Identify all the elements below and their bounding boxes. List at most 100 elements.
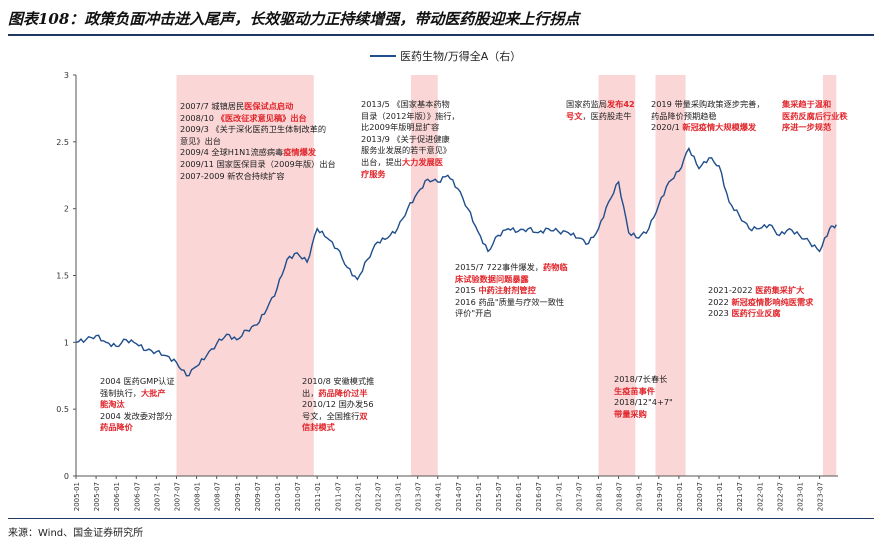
- annotation-line: 信封模式: [302, 422, 374, 434]
- y-tick-label: 0: [64, 472, 69, 481]
- annotation-highlight: 集采趋于温和: [782, 99, 832, 109]
- annotation-highlight: 医药反腐后行业秩: [782, 110, 848, 121]
- shaded-period-3: [655, 75, 686, 476]
- y-tick-label: 2.5: [56, 138, 69, 147]
- ann-2015: 2015/7 722事件爆发，药物临 床试验数据问题暴露 2015 中药注射剂管控 2…: [455, 262, 568, 320]
- annotation-highlight: 医药行业反腐: [731, 308, 781, 319]
- annotation-line: 2004 发改委对部分: [100, 411, 175, 423]
- annotation-line: 2016 药品"质量与疗效一致性: [455, 297, 568, 309]
- ann-2007-2009: 2007/7 城镇居民医保试点启动 2008/10 《医改征求意见稿》出台 2009…: [180, 101, 336, 182]
- annotation-highlight: 药物临: [542, 262, 568, 272]
- annotation-text: 2020/1: [651, 122, 683, 133]
- annotation-text: 2021-2022: [708, 285, 756, 295]
- annotation-text: 比2009年版明显扩容: [361, 122, 440, 133]
- shaded-period-2: [598, 75, 636, 476]
- y-tick-label: 2: [64, 205, 69, 214]
- annotation-line: 2013/9 《关于促进健康: [361, 134, 460, 146]
- annotation-line: 生疫苗事件: [614, 386, 673, 398]
- x-tick-label: 2011-01: [314, 482, 322, 511]
- shaded-periods: [176, 75, 837, 476]
- annotation-highlight: 药品降价: [100, 422, 133, 433]
- title-rule: [8, 34, 874, 36]
- annotation-text: ，医药股走牛: [582, 110, 632, 121]
- annotation-line: 疗服务: [361, 169, 460, 181]
- annotation-line: 2021-2022 医药集采扩大: [708, 285, 813, 297]
- annotation-text: 服务业发展的若干意见》: [361, 145, 452, 156]
- annotation-highlight: 号文: [566, 110, 583, 121]
- x-tick-label: 2010-01: [274, 482, 282, 511]
- annotation-line: 集采趋于温和: [782, 99, 848, 111]
- x-tick-label: 2005-07: [93, 482, 101, 511]
- annotation-text: 2015: [455, 285, 479, 296]
- annotation-text: 2015/7 722事件爆发，: [455, 262, 543, 272]
- annotation-text: 2013/5 《国家基本药物: [361, 99, 450, 109]
- annotation-line: 2015 中药注射剂管控: [455, 285, 568, 297]
- ann-2004: 2004 医药GMP认证 强制执行，大批产 能淘汰 2004 发改委对部分 药品降价: [100, 376, 175, 434]
- annotation-text: 出，: [302, 387, 319, 398]
- annotation-line: 药品降价预期趋稳: [651, 111, 765, 123]
- x-tick-label: 2022-01: [756, 482, 764, 511]
- x-tick-label: 2011-07: [334, 482, 342, 511]
- annotation-line: 意见》出台: [180, 136, 336, 148]
- annotation-line: 2022 新冠疫情影响纯医需求: [708, 297, 813, 309]
- annotation-line: 2015/7 722事件爆发，药物临: [455, 262, 568, 274]
- ann-2023-top: 集采趋于温和 医药反腐后行业秩 序进一步规范: [782, 99, 848, 134]
- y-tick-label: 0.5: [56, 405, 69, 414]
- x-tick-label: 2018-07: [616, 482, 624, 511]
- annotation-line: 序进一步规范: [782, 122, 848, 134]
- x-tick-label: 2022-07: [776, 482, 784, 511]
- x-tick-label: 2017-01: [555, 482, 563, 511]
- annotation-text: 2016 药品"质量与疗效一致性: [455, 296, 565, 307]
- annotation-text: 2019 带量采购政策逐步完善，: [651, 99, 765, 109]
- annotation-text: 2008/10: [180, 112, 217, 123]
- ann-2019: 2019 带量采购政策逐步完善， 药品降价预期趋稳 2020/1 新冠疫情大规模爆发: [651, 99, 765, 134]
- ann-2013: 2013/5 《国家基本药物 目录（2012年版）》施行， 比2009年版明显扩容 2…: [361, 99, 460, 180]
- annotation-highlight: 药品降价过半: [318, 387, 368, 398]
- annotation-line: 2008/10 《医改征求意见稿》出台: [180, 113, 336, 125]
- annotation-line: 能淘汰: [100, 399, 175, 411]
- annotation-highlight: 疗服务: [361, 168, 386, 179]
- annotation-line: 评价"开启: [455, 308, 568, 320]
- annotation-line: 2013/5 《国家基本药物: [361, 99, 460, 111]
- annotation-text: 2007/7 城镇居民: [180, 101, 245, 111]
- annotation-text: 号文，全国推行: [302, 410, 360, 421]
- annotation-text: 2010/12 国办发56: [302, 399, 374, 410]
- annotation-line: 2018/12"4+7": [614, 397, 673, 409]
- annotation-line: 号文，全国推行双: [302, 411, 374, 423]
- x-tick-label: 2009-01: [234, 482, 242, 511]
- x-tick-label: 2015-01: [475, 482, 483, 511]
- x-tick-label: 2007-01: [153, 482, 161, 511]
- x-tick-label: 2013-01: [395, 482, 403, 511]
- annotation-line: 2023 医药行业反腐: [708, 308, 813, 320]
- shaded-period-0: [176, 75, 314, 476]
- annotation-line: 2009/3 《关于深化医药卫生体制改革的: [180, 124, 336, 136]
- annotation-highlight: 中药注射剂管控: [478, 285, 536, 296]
- x-tick-label: 2016-01: [515, 482, 523, 511]
- annotation-text: 2023: [708, 308, 732, 319]
- ann-2010: 2010/8 安徽模式推 出，药品降价过半 2010/12 国办发56 号文，全国推行…: [302, 376, 374, 434]
- annotation-text: 国家药监局: [566, 99, 607, 109]
- x-tick-label: 2006-07: [133, 482, 141, 511]
- annotation-highlight: 医保试点启动: [244, 101, 294, 111]
- x-tick-label: 2012-01: [354, 482, 362, 511]
- annotation-line: 服务业发展的若干意见》: [361, 145, 460, 157]
- annotation-text: 2009/3 《关于深化医药卫生体制改革的: [180, 124, 327, 135]
- annotation-line: 2007/7 城镇居民医保试点启动: [180, 101, 336, 113]
- x-tick-label: 2020-07: [696, 482, 704, 511]
- x-tick-label: 2010-07: [294, 482, 302, 511]
- y-tick-label: 1.5: [56, 272, 69, 281]
- annotation-line: 医药反腐后行业秩: [782, 111, 848, 123]
- annotation-highlight: 序进一步规范: [782, 122, 832, 133]
- annotation-highlight: 医药集采扩大: [755, 285, 805, 295]
- annotation-line: 号文，医药股走牛: [566, 111, 635, 123]
- annotation-line: 床试验数据问题暴露: [455, 274, 568, 286]
- annotation-text: 2018/7长春长: [614, 374, 668, 384]
- x-tick-label: 2021-01: [716, 482, 724, 511]
- annotation-text: 目录（2012年版）》施行，: [361, 110, 460, 121]
- legend-label: 医药生物/万得全A（右）: [400, 50, 522, 63]
- annotation-line: 强制执行，大批产: [100, 388, 175, 400]
- legend-swatch: [370, 55, 396, 57]
- source-note: 来源：Wind、国金证券研究所: [8, 528, 144, 539]
- annotation-highlight: 大力发展医: [401, 156, 443, 167]
- annotation-highlight: 《医改征求意见稿》出台: [216, 112, 307, 123]
